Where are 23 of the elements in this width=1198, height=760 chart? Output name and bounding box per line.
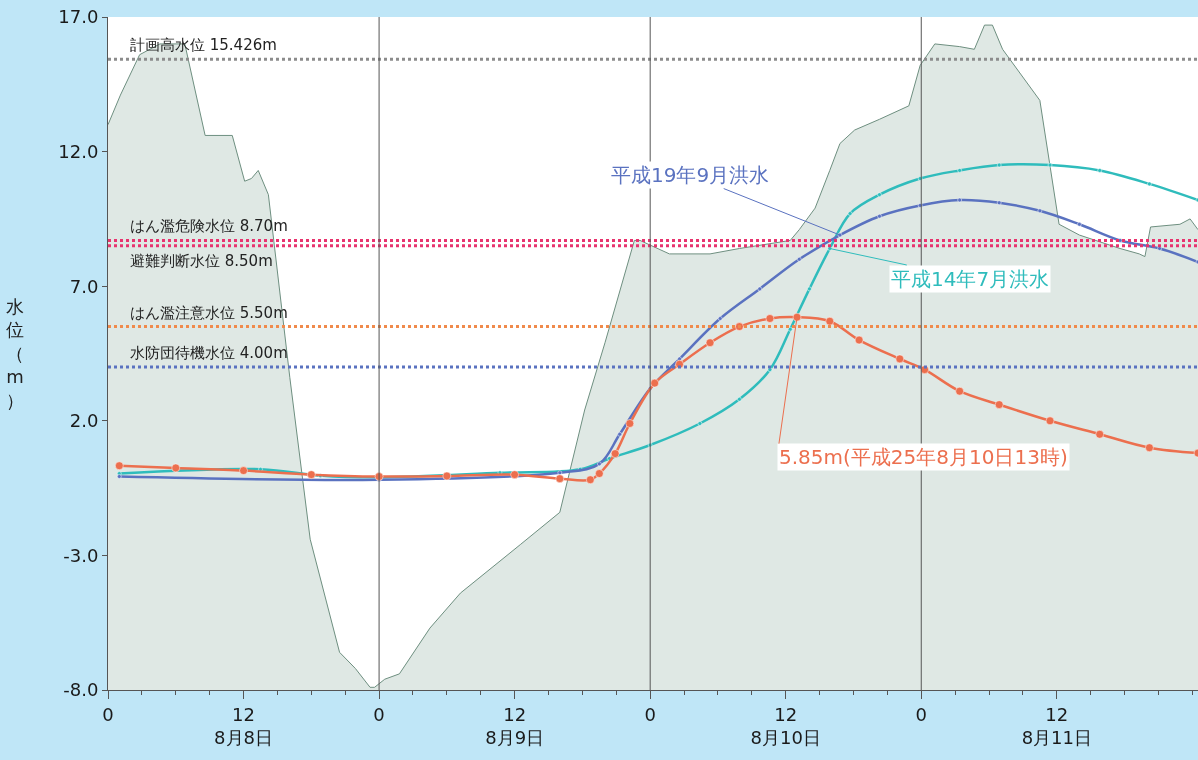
annotation: 5.85m(平成25年8月10日13時) [779, 445, 1068, 469]
text: 平成19年9月洪水 [611, 163, 770, 187]
y-tick-label: 7.0 [69, 275, 99, 297]
y-tick-label: -3.0 [63, 544, 99, 566]
x-tick-label: 12 8月9日 [485, 703, 545, 748]
x-tick-label: 12 8月8日 [214, 703, 273, 748]
y-tick-label: 17.0 [58, 6, 99, 28]
ref-line-label: はん濫注意水位 5.50m [130, 304, 288, 322]
ref-line-label: 水防団待機水位 4.00m [130, 344, 288, 362]
x-tick-label: 0 [373, 703, 385, 725]
x-tick-label: 0 [915, 703, 927, 725]
y-tick-label: 12.0 [58, 140, 99, 162]
y-tick-label: -8.0 [63, 679, 99, 701]
x-tick-label: 12 8月11日 [1021, 703, 1092, 748]
ref-line-label: 避難判断水位 8.50m [130, 252, 273, 270]
y-tick-label: 2.0 [69, 410, 99, 432]
y-axis-title: 水位（m） [6, 296, 24, 411]
ref-line-label: 計画高水位 15.426m [130, 36, 277, 54]
x-tick-label: 0 [102, 703, 114, 725]
x-tick-label: 0 [644, 703, 656, 725]
x-tick-label: 12 8月10日 [750, 703, 821, 748]
ref-line-label: はん濫危険水位 8.70m [130, 217, 288, 235]
text: 平成14年7月洪水 [891, 267, 1050, 291]
